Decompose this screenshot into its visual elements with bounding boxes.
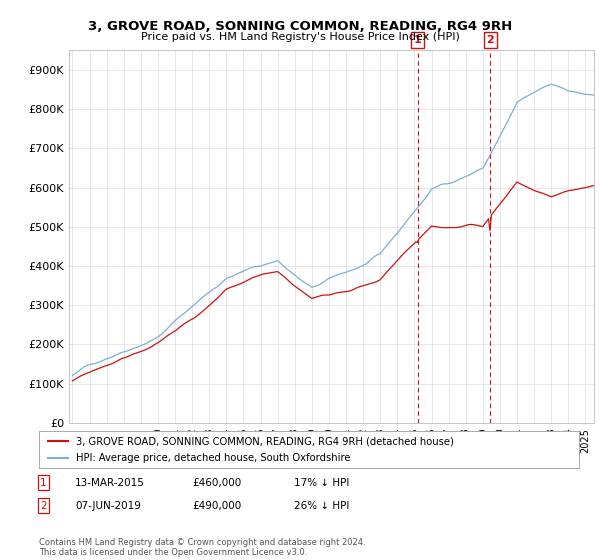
Text: 13-MAR-2015: 13-MAR-2015 <box>75 478 145 488</box>
Text: 1: 1 <box>414 35 422 45</box>
Text: 26% ↓ HPI: 26% ↓ HPI <box>294 501 349 511</box>
Text: HPI: Average price, detached house, South Oxfordshire: HPI: Average price, detached house, Sout… <box>76 453 350 463</box>
Text: 07-JUN-2019: 07-JUN-2019 <box>75 501 141 511</box>
Text: 3, GROVE ROAD, SONNING COMMON, READING, RG4 9RH: 3, GROVE ROAD, SONNING COMMON, READING, … <box>88 20 512 32</box>
Text: 17% ↓ HPI: 17% ↓ HPI <box>294 478 349 488</box>
Text: Contains HM Land Registry data © Crown copyright and database right 2024.
This d: Contains HM Land Registry data © Crown c… <box>39 538 365 557</box>
Text: 1: 1 <box>40 478 47 488</box>
Text: £490,000: £490,000 <box>192 501 241 511</box>
Text: 2: 2 <box>487 35 494 45</box>
Text: Price paid vs. HM Land Registry's House Price Index (HPI): Price paid vs. HM Land Registry's House … <box>140 32 460 43</box>
Text: £460,000: £460,000 <box>192 478 241 488</box>
Text: 2: 2 <box>40 501 47 511</box>
Text: 3, GROVE ROAD, SONNING COMMON, READING, RG4 9RH (detached house): 3, GROVE ROAD, SONNING COMMON, READING, … <box>76 436 454 446</box>
